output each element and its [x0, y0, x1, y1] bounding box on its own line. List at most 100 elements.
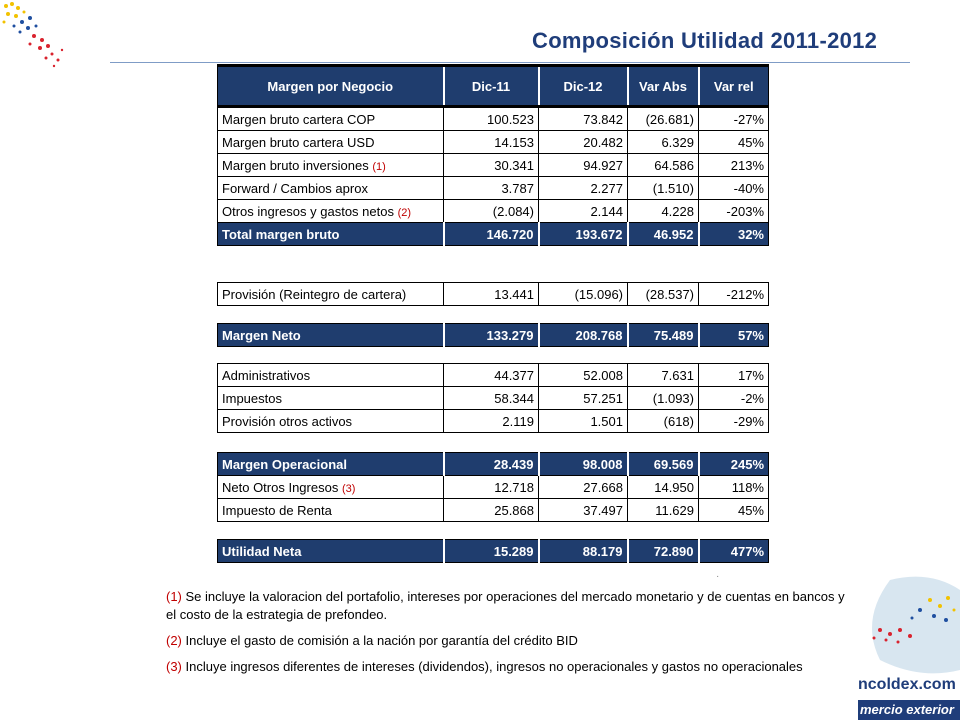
row-label: Otros ingresos y gastos netos (2): [217, 199, 444, 223]
table-row: Forward / Cambios aprox 3.787 2.277 (1.510)…: [217, 176, 769, 200]
value-cell: 14.153: [443, 130, 539, 154]
total-row: Margen Neto 133.279 208.768 75.489 57%: [217, 323, 769, 347]
total-row: Utilidad Neta 15.289 88.179 72.890 477%: [217, 539, 769, 563]
column-header: Dic-11: [443, 64, 540, 108]
table-row: Provisión (Reintegro de cartera) 13.441 (1…: [217, 282, 769, 306]
value-cell: 2.119: [443, 409, 539, 433]
decorative-dot: ·: [716, 571, 720, 582]
note-ref: (3): [341, 482, 356, 495]
value-cell: 98.008: [538, 452, 629, 476]
value-cell: 94.927: [538, 153, 628, 177]
table-block-5: Margen Operacional 28.439 98.008 69.569 245%…: [217, 452, 769, 522]
row-label: Margen bruto cartera COP: [217, 106, 444, 131]
note-ref: (1): [372, 160, 386, 173]
value-cell: 75.489: [627, 323, 700, 347]
value-cell: 12.718: [443, 475, 539, 499]
value-cell: 44.377: [443, 363, 539, 387]
value-cell: 133.279: [443, 323, 540, 347]
value-cell: 3.787: [443, 176, 539, 200]
value-cell: 100.523: [443, 106, 539, 131]
value-cell: (1.510): [627, 176, 699, 200]
value-cell: 64.586: [627, 153, 699, 177]
row-label: Margen bruto inversiones (1): [217, 153, 444, 177]
value-cell: -40%: [698, 176, 769, 200]
footnote-3: (3) Incluye ingresos diferentes de inter…: [166, 659, 803, 674]
column-header: Var rel: [698, 64, 769, 108]
value-cell: 46.952: [627, 222, 700, 246]
value-cell: 28.439: [443, 452, 540, 476]
value-cell: (618): [627, 409, 699, 433]
value-cell: 208.768: [538, 323, 629, 347]
column-header: Dic-12: [538, 64, 629, 108]
value-cell: 118%: [698, 475, 769, 499]
value-cell: (26.681): [627, 106, 699, 131]
value-cell: 73.842: [538, 106, 628, 131]
table-block-3: Margen Neto 133.279 208.768 75.489 57%: [217, 323, 769, 347]
title-underline: [110, 62, 910, 63]
value-cell: 52.008: [538, 363, 628, 387]
table-row: Neto Otros Ingresos (3) 12.718 27.668 14.95…: [217, 475, 769, 499]
value-cell: 27.668: [538, 475, 628, 499]
total-row: Margen Operacional 28.439 98.008 69.569 245%: [217, 452, 769, 476]
value-cell: 32%: [698, 222, 769, 246]
value-cell: 58.344: [443, 386, 539, 410]
row-label: Margen bruto cartera USD: [217, 130, 444, 154]
total-label: Margen Neto: [217, 323, 445, 347]
value-cell: 25.868: [443, 498, 539, 522]
value-cell: 193.672: [538, 222, 629, 246]
table-row: Margen bruto cartera USD 14.153 20.482 6.32…: [217, 130, 769, 154]
table-block-1: Margen por Negocio Dic-11 Dic-12 Var Abs Var…: [217, 64, 769, 246]
page-title: Composición Utilidad 2011-2012: [532, 28, 878, 53]
value-cell: 146.720: [443, 222, 540, 246]
value-cell: 245%: [698, 452, 769, 476]
footnote-2: (2) Incluye el gasto de comisión a la na…: [166, 633, 578, 648]
value-cell: 57%: [698, 323, 769, 347]
value-cell: 13.441: [443, 282, 539, 306]
value-cell: 11.629: [627, 498, 699, 522]
table-block-4: Administrativos 44.377 52.008 7.631 17% Impue…: [217, 363, 769, 433]
table-block-2: Provisión (Reintegro de cartera) 13.441 (1…: [217, 282, 769, 306]
total-label: Utilidad Neta: [217, 539, 445, 563]
footnote-1: (1) Se incluye la valoracion del portafo…: [166, 589, 845, 622]
value-cell: (1.093): [627, 386, 699, 410]
value-cell: -203%: [698, 199, 769, 223]
table-block-6: Utilidad Neta 15.289 88.179 72.890 477%: [217, 539, 769, 563]
table-row: Impuestos 58.344 57.251 (1.093) -2%: [217, 386, 769, 410]
value-cell: 1.501: [538, 409, 628, 433]
value-cell: -29%: [698, 409, 769, 433]
row-label: Administrativos: [217, 363, 444, 387]
total-label: Margen Operacional: [217, 452, 445, 476]
table-row: Impuesto de Renta 25.868 37.497 11.629 45%: [217, 498, 769, 522]
value-cell: 88.179: [538, 539, 629, 563]
row-label: Forward / Cambios aprox: [217, 176, 444, 200]
logo-globe-bottom-right: [872, 576, 960, 674]
value-cell: 17%: [698, 363, 769, 387]
value-cell: -212%: [698, 282, 769, 306]
note-ref: (2): [397, 206, 412, 219]
value-cell: 45%: [698, 130, 769, 154]
logo-dots-top-left: [2, 2, 64, 68]
value-cell: 37.497: [538, 498, 628, 522]
value-cell: -27%: [698, 106, 769, 131]
value-cell: 20.482: [538, 130, 628, 154]
value-cell: -2%: [698, 386, 769, 410]
value-cell: (2.084): [443, 199, 539, 223]
value-cell: 213%: [698, 153, 769, 177]
value-cell: 6.329: [627, 130, 699, 154]
column-header: Margen por Negocio: [217, 64, 445, 108]
value-cell: 57.251: [538, 386, 628, 410]
table-row: Otros ingresos y gastos netos (2) (2.084)…: [217, 199, 769, 223]
value-cell: 14.950: [627, 475, 699, 499]
row-label: Neto Otros Ingresos (3): [217, 475, 444, 499]
row-label: Provisión (Reintegro de cartera): [217, 282, 444, 306]
table-header: Margen por Negocio Dic-11 Dic-12 Var Abs Var…: [217, 64, 769, 108]
value-cell: 7.631: [627, 363, 699, 387]
value-cell: 2.144: [538, 199, 628, 223]
row-label: Impuestos: [217, 386, 444, 410]
brand-tagline: mercio exterior: [860, 702, 954, 717]
value-cell: 477%: [698, 539, 769, 563]
brand-site: ncoldex.com: [858, 676, 956, 693]
table-row: Margen bruto cartera COP 100.523 73.842 (26…: [217, 106, 769, 131]
table-row: Margen bruto inversiones (1) 30.341 94.927…: [217, 153, 769, 177]
value-cell: 4.228: [627, 199, 699, 223]
